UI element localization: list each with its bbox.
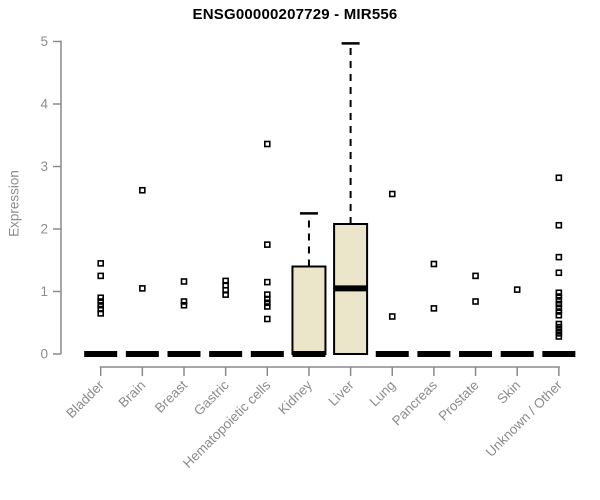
median-line [459, 351, 493, 357]
outlier-point [388, 190, 396, 198]
outlier-point [222, 291, 229, 298]
outlier-point [388, 313, 396, 320]
median-line [292, 351, 326, 357]
x-tick-label: Lung [367, 378, 399, 410]
outlier-point [97, 260, 104, 267]
x-tick-label: Skin [494, 378, 523, 407]
outlier-point [263, 278, 271, 286]
outlier-point [555, 311, 563, 319]
outlier-point [139, 186, 146, 194]
outlier-point [263, 315, 271, 323]
x-tick-label: Pancreas [389, 377, 440, 428]
median-line [250, 351, 284, 357]
x-tick-label: Breast [152, 377, 190, 415]
median-line [542, 351, 576, 357]
median-line [167, 351, 201, 357]
outlier-point [555, 296, 563, 304]
x-tick-label: Prostate [436, 378, 482, 424]
x-tick-label: Brain [116, 378, 149, 411]
median-line [209, 351, 243, 357]
outlier-point [180, 298, 188, 305]
outlier-point [555, 174, 563, 182]
median-line [334, 285, 368, 292]
median-line [125, 351, 159, 357]
outlier-point [430, 305, 438, 312]
outlier-point [555, 269, 563, 277]
outlier-point [555, 304, 563, 312]
outlier-point [97, 294, 104, 302]
box [291, 265, 327, 355]
outlier-point [472, 272, 479, 280]
x-tick-label: Gastric [191, 377, 232, 418]
outlier-point [139, 285, 146, 292]
y-tick-label: 4 [40, 97, 48, 112]
outlier-point [180, 278, 188, 285]
outlier-point [263, 241, 271, 248]
outlier-point [555, 253, 563, 261]
y-tick-label: 3 [40, 159, 48, 174]
x-tick-label: Bladder [63, 377, 107, 421]
outlier-point [513, 286, 521, 293]
outlier-point [97, 310, 104, 317]
chart-title: ENSG00000207729 - MIR556 [192, 6, 398, 23]
outlier-point [430, 260, 438, 268]
y-tick-label: 1 [40, 284, 48, 299]
outlier-point [180, 301, 188, 309]
outlier-point [97, 298, 104, 305]
outlier-point [263, 295, 271, 303]
outlier-point [472, 298, 479, 305]
x-tick-label: Liver [325, 377, 357, 409]
outlier-point [555, 300, 563, 308]
outlier-point [97, 301, 104, 309]
outlier-point [263, 303, 271, 310]
outlier-point [555, 333, 563, 340]
outlier-point [263, 299, 271, 307]
y-tick-label: 0 [40, 347, 48, 362]
x-tick-label: Kidney [275, 377, 315, 417]
y-tick-label: 2 [40, 222, 48, 237]
outlier-point [555, 308, 563, 315]
median-line [500, 351, 534, 357]
outlier-point [555, 293, 563, 300]
y-tick-label: 5 [40, 34, 48, 49]
outlier-point [555, 221, 563, 229]
median-line [84, 351, 118, 357]
median-line [375, 351, 409, 357]
outlier-point [263, 140, 271, 148]
outlier-point [555, 289, 563, 297]
x-tick-label: Unknown / Other [483, 377, 566, 460]
median-line [417, 351, 451, 357]
outlier-point [97, 272, 104, 280]
